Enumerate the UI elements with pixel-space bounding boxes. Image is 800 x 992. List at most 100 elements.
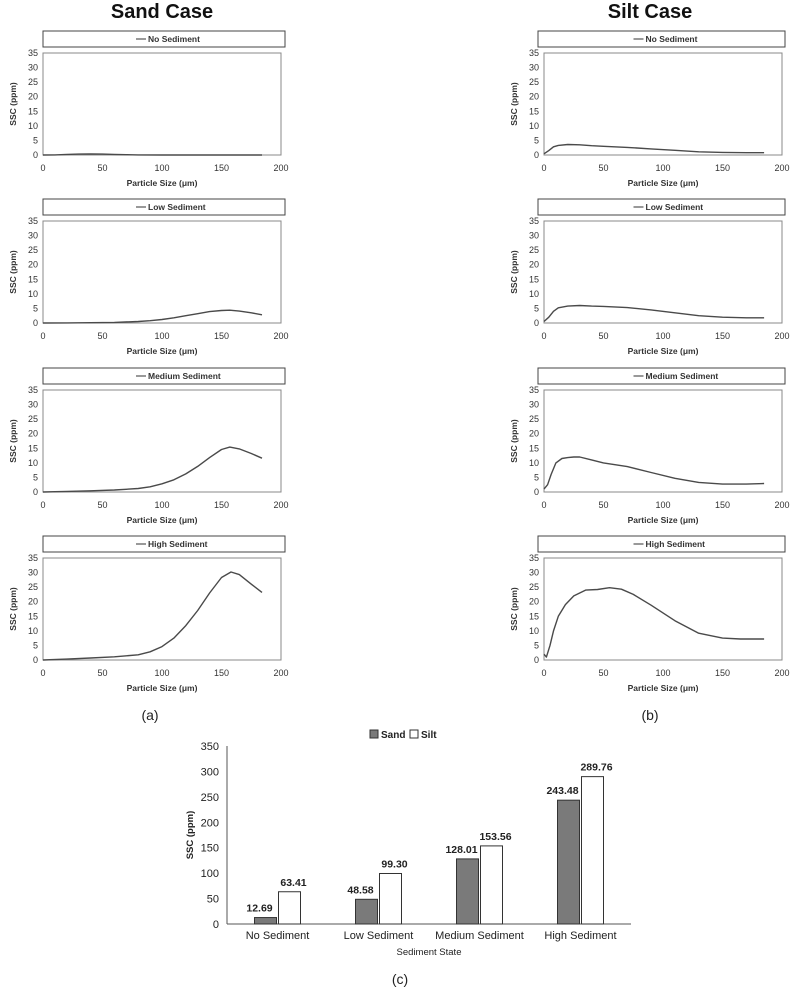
y-tick-label: 35 [529, 385, 539, 395]
x-tick-label: 150 [214, 500, 229, 510]
x-tick-label: 150 [214, 668, 229, 678]
x-tick-label: 150 [214, 331, 229, 341]
x-tick-label: Low Sediment [344, 930, 414, 942]
legend-label: No Sediment [148, 34, 200, 44]
line-chart-5: Low Sediment 0 5 10 15 20 25 30 35 0 50 100 150 200 Pa… [509, 198, 790, 356]
y-tick-label: 350 [201, 741, 219, 753]
y-tick-label: 10 [529, 458, 539, 468]
x-tick-label: Medium Sediment [435, 930, 524, 942]
line-chart-7: High Sediment 0 5 10 15 20 25 30 35 0 50 100 150 200 P… [509, 535, 790, 693]
x-tick-label: High Sediment [544, 930, 616, 942]
x-tick-label: 50 [97, 668, 107, 678]
x-axis-label: Particle Size (μm) [127, 346, 198, 356]
legend-box [537, 30, 786, 48]
y-tick-label: 0 [534, 487, 539, 497]
legend-box [42, 198, 286, 216]
y-tick-label: 20 [28, 429, 38, 439]
y-axis-label: SSC (ppm) [8, 419, 18, 463]
y-tick-label: 0 [534, 318, 539, 328]
x-tick-label: No Sediment [246, 930, 310, 942]
y-tick-label: 30 [28, 63, 38, 73]
y-tick-label: 15 [529, 611, 539, 621]
x-tick-label: 100 [154, 500, 169, 510]
bar-value-label: 243.48 [546, 785, 578, 797]
y-tick-label: 15 [529, 106, 539, 116]
plot-frame [42, 52, 282, 156]
x-tick-label: 100 [154, 331, 169, 341]
x-axis-label: Sediment State [397, 947, 462, 958]
series-line [42, 446, 263, 493]
y-tick-label: 10 [28, 121, 38, 131]
legend-label: Medium Sediment [148, 371, 221, 381]
y-tick-label: 30 [529, 568, 539, 578]
y-axis-label: SSC (ppm) [185, 811, 196, 860]
x-tick-label: 100 [655, 668, 670, 678]
x-tick-label: 0 [541, 500, 546, 510]
y-tick-label: 20 [529, 92, 539, 102]
y-tick-label: 0 [33, 655, 38, 665]
x-tick-label: 150 [715, 668, 730, 678]
y-tick-label: 15 [529, 274, 539, 284]
x-tick-label: 100 [154, 163, 169, 173]
y-tick-label: 25 [529, 77, 539, 87]
y-tick-label: 25 [529, 582, 539, 592]
plot-frame [42, 557, 282, 661]
y-tick-label: 35 [529, 553, 539, 563]
x-axis-label: Particle Size (μm) [628, 178, 699, 188]
y-tick-label: 5 [534, 640, 539, 650]
y-axis-label: SSC (ppm) [509, 82, 519, 126]
x-tick-label: 50 [598, 163, 608, 173]
y-tick-label: 10 [28, 626, 38, 636]
x-tick-label: 200 [774, 163, 789, 173]
y-tick-label: 10 [529, 289, 539, 299]
bar-value-label: 128.01 [445, 844, 477, 856]
x-tick-label: 0 [40, 500, 45, 510]
y-tick-label: 0 [213, 919, 219, 931]
y-tick-label: 5 [33, 640, 38, 650]
y-tick-label: 5 [33, 303, 38, 313]
y-tick-label: 35 [529, 48, 539, 58]
plot-frame [543, 220, 783, 324]
y-tick-label: 25 [28, 245, 38, 255]
bar-value-label: 48.58 [347, 884, 373, 896]
subfigure-label-b: (b) [641, 707, 658, 723]
y-tick-label: 25 [529, 414, 539, 424]
legend-swatch-silt [409, 729, 419, 739]
y-tick-label: 35 [28, 48, 38, 58]
x-tick-label: 150 [214, 163, 229, 173]
x-axis-label: Particle Size (μm) [628, 346, 699, 356]
y-tick-label: 15 [529, 443, 539, 453]
y-tick-label: 10 [529, 626, 539, 636]
x-tick-label: 200 [273, 331, 288, 341]
y-tick-label: 250 [201, 792, 219, 804]
line-chart-3: High Sediment 0 5 10 15 20 25 30 35 0 50 100 150 200 P… [8, 535, 289, 693]
y-axis-label: SSC (ppm) [509, 250, 519, 294]
y-tick-label: 30 [28, 231, 38, 241]
line-chart-2: Medium Sediment 0 5 10 15 20 25 30 35 0 50 100 150 20… [8, 367, 289, 525]
bar-chart: 0 50 100 150 200 250 300 350 No Sediment 12.69 63.… [185, 729, 631, 958]
y-tick-label: 300 [201, 766, 219, 778]
series-line [543, 143, 765, 155]
sand-case-title: Sand Case [111, 1, 213, 23]
y-axis-label: SSC (ppm) [509, 587, 519, 631]
y-tick-label: 0 [33, 318, 38, 328]
y-tick-label: 20 [28, 260, 38, 270]
x-tick-label: 200 [774, 331, 789, 341]
y-tick-label: 35 [529, 216, 539, 226]
x-tick-label: 200 [273, 668, 288, 678]
x-tick-label: 0 [541, 668, 546, 678]
x-axis-label: Particle Size (μm) [127, 683, 198, 693]
line-chart-1: Low Sediment 0 5 10 15 20 25 30 35 0 50 100 150 200 Pa… [8, 198, 289, 356]
legend-box [537, 198, 786, 216]
y-tick-label: 20 [529, 597, 539, 607]
x-tick-label: 50 [598, 331, 608, 341]
legend-label-silt: Silt [421, 730, 437, 741]
series-line [543, 587, 765, 658]
x-tick-label: 150 [715, 163, 730, 173]
y-tick-label: 25 [28, 414, 38, 424]
series-line [543, 304, 765, 323]
y-axis-label: SSC (ppm) [8, 250, 18, 294]
y-tick-label: 150 [201, 843, 219, 855]
